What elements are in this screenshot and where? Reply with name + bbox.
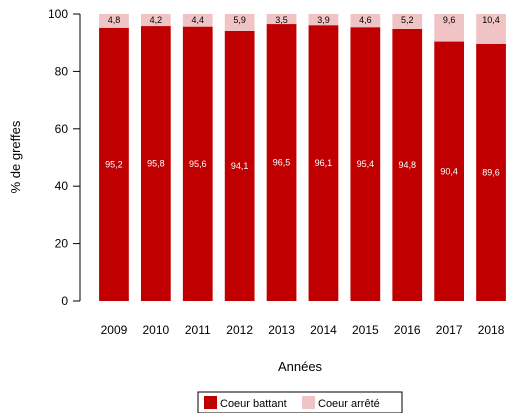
y-axis: 0 20 40 60 80 100 <box>48 7 81 308</box>
bar-value-label: 96,5 <box>273 158 291 168</box>
bar-coeur-battant-2017 <box>434 41 465 301</box>
bar-coeur-battant-2009 <box>99 27 129 301</box>
bar-value-label: 90,4 <box>440 166 458 176</box>
x-tick-label: 2014 <box>310 323 337 337</box>
legend-frame <box>197 391 403 413</box>
y-tick-label: 60 <box>55 122 69 136</box>
y-axis-title: % de greffes <box>8 120 23 193</box>
x-tick-label: 2015 <box>352 323 379 337</box>
bar-value-label: 95,8 <box>147 159 165 169</box>
bar-value-label: 5,2 <box>401 15 414 25</box>
bar-value-label: 94,8 <box>398 160 416 170</box>
x-tick-label: 2012 <box>226 323 253 337</box>
bar-value-label: 5,9 <box>233 15 246 25</box>
x-tick-label: 2009 <box>101 323 128 337</box>
bar-coeur-battant-2010 <box>140 26 171 301</box>
bar-value-label: 95,2 <box>105 159 123 169</box>
bar-coeur-battant-2014 <box>308 25 339 302</box>
legend-swatch-coeur-arrete <box>302 396 315 409</box>
bar-coeur-battant-2012 <box>224 30 255 301</box>
bar-coeur-arrete-2010 <box>140 14 171 27</box>
bar-coeur-battant-2015 <box>350 27 381 302</box>
bar-coeur-arrete-2013 <box>266 14 297 25</box>
bar-coeur-arrete-2018 <box>476 14 506 44</box>
legend-swatch-coeur-battant <box>204 396 217 409</box>
bar-coeur-arrete-2017 <box>434 14 465 42</box>
x-tick-label: 2018 <box>478 323 505 337</box>
bar-value-label: 4,6 <box>359 15 372 25</box>
y-tick-label: 100 <box>48 7 68 21</box>
y-tick-label: 80 <box>55 64 69 78</box>
legend-label-coeur-arrete: Coeur arrêté <box>318 398 380 410</box>
bar-coeur-arrete-2014 <box>308 14 339 26</box>
bar-value-label: 89,6 <box>482 167 500 177</box>
y-tick-label: 40 <box>55 179 69 193</box>
bar-coeur-battant-2013 <box>266 24 297 301</box>
bar-value-label: 10,4 <box>482 15 500 25</box>
bar-value-label: 95,4 <box>357 159 375 169</box>
bars <box>99 14 506 302</box>
legend-label-coeur-battant: Coeur battant <box>220 398 287 410</box>
bar-coeur-battant-2011 <box>182 26 213 302</box>
bar-value-label: 3,9 <box>317 15 330 25</box>
bar-value-label: 4,2 <box>150 15 163 25</box>
x-tick-label: 2016 <box>394 323 421 337</box>
bar-coeur-arrete-2012 <box>224 14 255 31</box>
bar-coeur-arrete-2015 <box>350 14 381 28</box>
x-axis-title: Années <box>278 359 323 374</box>
bar-value-label: 3,5 <box>275 15 288 25</box>
bar-value-label: 94,1 <box>231 161 249 171</box>
bar-coeur-battant-2016 <box>392 28 423 301</box>
y-tick-label: 0 <box>61 294 68 308</box>
bar-value-label: 96,1 <box>315 158 333 168</box>
bar-coeur-battant-2018 <box>476 43 506 302</box>
bar-value-label: 95,6 <box>189 159 207 169</box>
x-tick-label: 2010 <box>142 323 169 337</box>
bar-value-label: 9,6 <box>443 15 456 25</box>
x-tick-label: 2017 <box>436 323 463 337</box>
y-tick-label: 20 <box>55 237 69 251</box>
legend: Coeur battant Coeur arrêté <box>197 391 403 413</box>
bar-value-label: 4,4 <box>191 15 204 25</box>
x-tick-labels: 2009 2010 2011 2012 2013 2014 2015 2016 2017 2018 <box>101 323 505 337</box>
bar-coeur-arrete-2016 <box>392 14 423 29</box>
bar-coeur-arrete-2011 <box>182 14 213 27</box>
bar-value-label: 4,8 <box>108 15 121 25</box>
bar-coeur-arrete-2009 <box>99 14 129 28</box>
x-tick-label: 2013 <box>268 323 295 337</box>
x-tick-label: 2011 <box>185 323 211 337</box>
bar-labels: 95,2 4,8 95,8 4,2 95,6 4,4 94,1 5,9 96,5 3,5 96,1 3… <box>105 15 500 177</box>
